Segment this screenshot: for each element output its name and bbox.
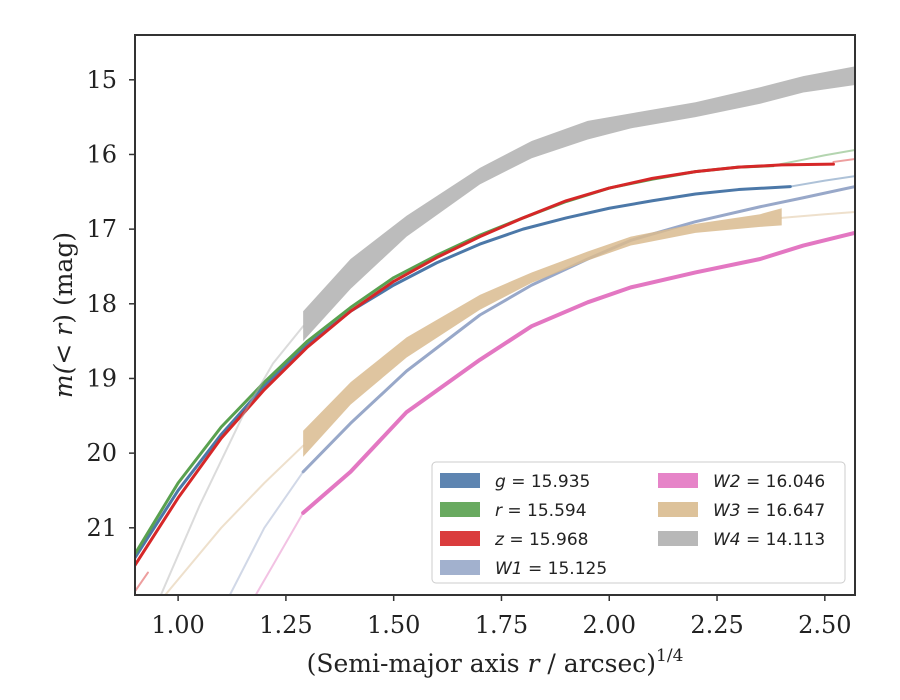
data-layer — [135, 66, 855, 595]
x-axis-title-var: r — [528, 649, 542, 678]
x-tick-label: 1.00 — [151, 611, 204, 639]
legend-swatch-r — [440, 502, 480, 517]
legend-swatch-W4 — [658, 531, 698, 546]
legend-symbol: r — [495, 501, 503, 521]
legend-label-W4: W4 = 14.113 — [713, 530, 825, 550]
legend-value: = 16.046 — [741, 472, 826, 492]
legend-swatch-W1 — [440, 560, 480, 575]
series-line-W1 — [301, 185, 855, 474]
series-line-W2_lowfaint — [254, 511, 305, 595]
series-line-W4_lowfaint — [159, 325, 305, 595]
x-axis-title-main: (Semi-major axis — [307, 649, 528, 678]
y-tick-label: 19 — [86, 364, 117, 392]
series-line-g_ext — [789, 175, 855, 188]
series-line-g — [135, 185, 792, 560]
y-tick-label: 16 — [86, 140, 117, 168]
y-axis-title-pre: m( — [49, 363, 78, 398]
x-tick-label: 2.50 — [798, 611, 851, 639]
legend-swatch-z — [440, 531, 480, 546]
y-axis-title: m(< r) (mag) — [49, 232, 78, 398]
legend-symbol: W3 — [713, 501, 741, 521]
x-tick-label: 2.00 — [583, 611, 636, 639]
y-axis-title-op: < r — [49, 322, 78, 365]
legend-label-r: r = 15.594 — [495, 501, 587, 521]
legend-value: = 16.647 — [741, 501, 826, 521]
y-tick-label: 15 — [86, 66, 117, 94]
y-axis-title-post: ) (mag) — [49, 232, 78, 324]
series-line-z — [135, 162, 835, 567]
legend-swatch-W3 — [658, 502, 698, 517]
legend-symbol: W2 — [713, 472, 741, 492]
legend-symbol: z — [494, 530, 505, 550]
legend-symbol: W4 — [713, 530, 741, 550]
x-axis-title-sup: 1/4 — [656, 646, 683, 666]
series-line-r_ext — [772, 148, 855, 167]
legend-label-W3: W3 = 16.647 — [713, 501, 825, 521]
legend-value: = 14.113 — [741, 530, 826, 550]
legend-value: = 15.935 — [506, 472, 591, 492]
x-axis-title-unit: / arcsec) — [539, 649, 656, 678]
legend-value: = 15.125 — [523, 559, 608, 579]
x-axis-title: (Semi-major axis r / arcsec)1/4 — [307, 646, 684, 678]
series-line-W3_ext — [780, 210, 855, 219]
legend-symbol: W1 — [495, 559, 523, 579]
legend-label-z: z = 15.968 — [494, 530, 588, 550]
series-line-W1_lowfaint — [228, 470, 305, 595]
legend-value: = 15.594 — [502, 501, 587, 521]
legend-label-W1: W1 = 15.125 — [495, 559, 607, 579]
legend-label-g: g = 15.935 — [495, 472, 590, 492]
y-tick-label: 21 — [86, 514, 117, 542]
legend-box — [431, 461, 846, 584]
ticks-layer: 1.00 1.25 1.50 1.75 2.00 2.25 2.50 15 16 17 18 19 20… — [86, 66, 851, 639]
legend-symbol: g — [495, 472, 506, 492]
series-line-W3_lowfaint — [164, 444, 305, 595]
legend-swatch-g — [440, 473, 480, 488]
legend-value: = 15.968 — [504, 530, 589, 550]
series-line-z_ext — [832, 157, 855, 163]
y-tick-label: 20 — [86, 439, 117, 467]
x-tick-label: 1.50 — [367, 611, 420, 639]
series-line-z_lowfaint — [135, 571, 149, 593]
legend-swatch-W2 — [658, 473, 698, 488]
legend-label-W2: W2 = 16.046 — [713, 472, 825, 492]
series-line-W2 — [301, 230, 855, 515]
x-tick-label: 1.75 — [475, 611, 528, 639]
x-tick-label: 1.25 — [259, 611, 312, 639]
plot-frame — [134, 34, 856, 596]
y-tick-label: 18 — [86, 290, 117, 318]
x-tick-label: 2.25 — [690, 611, 743, 639]
y-tick-label: 17 — [86, 215, 117, 243]
